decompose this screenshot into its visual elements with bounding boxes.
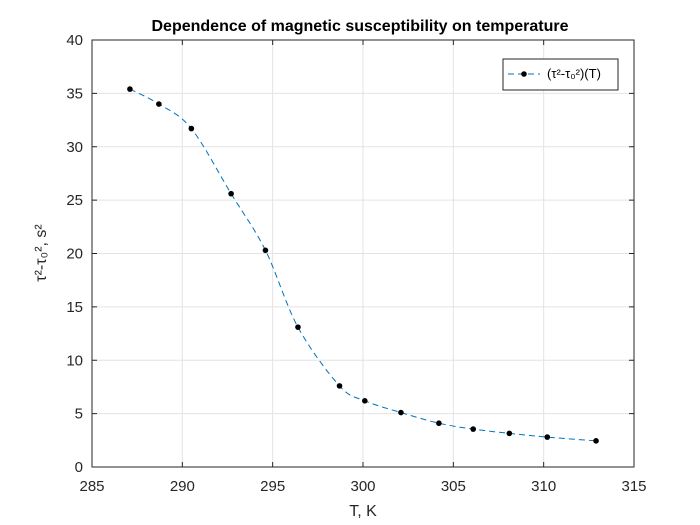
ticks: 285 290 295 300 305 310 315 0 5 10 15 20 25 30 35 40 — [66, 32, 646, 495]
x-tick-label: 290 — [170, 478, 195, 495]
y-tick-label: 10 — [66, 352, 83, 369]
data-point — [362, 398, 368, 404]
data-point — [188, 125, 195, 132]
x-tick-label: 315 — [621, 478, 646, 495]
data-point — [336, 383, 343, 389]
y-tick-label: 15 — [66, 299, 83, 316]
data-point — [156, 101, 162, 107]
y-tick-label: 30 — [66, 139, 83, 156]
data-point — [262, 247, 269, 254]
data-point — [228, 190, 234, 197]
data-point — [470, 426, 477, 432]
data-point — [398, 409, 404, 416]
y-tick-label: 5 — [75, 406, 83, 423]
legend-label: (τ²-τ₀²)(T) — [547, 66, 601, 81]
legend: (τ²-τ₀²)(T) — [502, 58, 619, 91]
data-point — [127, 86, 133, 92]
x-tick-label: 310 — [531, 478, 556, 495]
data-point — [436, 420, 442, 427]
chart-title: Dependence of magnetic susceptibility on… — [152, 18, 569, 35]
y-tick-label: 25 — [66, 192, 83, 209]
x-tick-label: 285 — [79, 478, 104, 495]
legend-marker — [521, 71, 527, 77]
series-layer — [127, 86, 599, 444]
data-point — [295, 324, 301, 330]
data-point — [544, 434, 551, 440]
y-tick-label: 35 — [66, 85, 83, 102]
data-point — [593, 438, 599, 444]
x-tick-label: 305 — [441, 478, 466, 495]
x-tick-label: 295 — [260, 478, 285, 495]
y-tick-label: 20 — [66, 246, 83, 263]
x-axis-label: T, K — [349, 503, 377, 520]
y-tick-label: 0 — [75, 459, 83, 476]
x-tick-label: 300 — [350, 478, 375, 495]
y-axis-label: τ²-τ₀², s² — [33, 224, 50, 282]
series-line — [129, 88, 597, 442]
data-point — [506, 430, 513, 437]
y-tick-label: 40 — [66, 32, 83, 49]
